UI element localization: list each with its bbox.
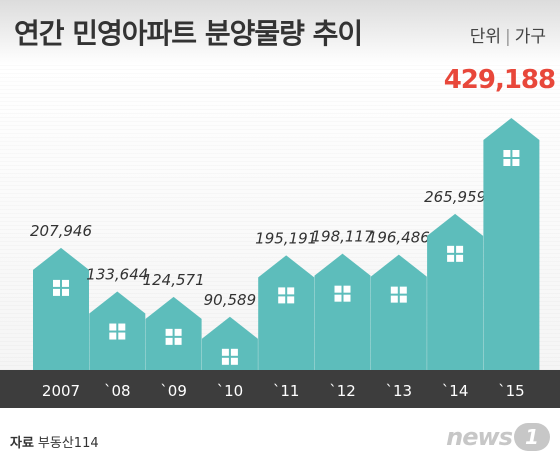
window-icon (174, 328, 182, 336)
window-icon (399, 286, 407, 294)
window-icon (447, 245, 455, 253)
window-icon (334, 285, 342, 293)
data-label: 429,188 (444, 65, 555, 95)
window-icon (503, 150, 511, 157)
window-icon (390, 286, 398, 294)
window-icon (118, 332, 126, 340)
bar-09 (145, 296, 202, 370)
news1-logo: news 1 (446, 423, 550, 451)
window-icon (109, 332, 117, 340)
window-icon (53, 288, 60, 296)
data-label: 265,959 (424, 188, 486, 206)
unit-note: 단위 | 가구 (470, 22, 546, 47)
logo-text: news (446, 423, 513, 451)
source-value: 부동산114 (37, 436, 99, 451)
window-icon (278, 287, 286, 295)
bar-14 (427, 213, 484, 370)
bar-11 (258, 255, 315, 370)
window-icon (456, 245, 464, 253)
window-icon (230, 357, 238, 365)
unit-separator: | (504, 27, 511, 47)
x-tick-label: `09 (160, 382, 187, 400)
x-tick-label: `14 (442, 382, 469, 400)
source-label: 자료 (10, 436, 34, 451)
x-tick-label: `15 (498, 382, 525, 400)
source-note: 자료 부동산114 (10, 432, 99, 451)
bar-12 (314, 253, 371, 370)
window-icon (165, 328, 173, 336)
window-icon (230, 348, 238, 356)
data-label: 90,589 (204, 291, 257, 309)
window-icon (503, 159, 511, 166)
x-tick-label: 2007 (42, 382, 80, 400)
header-background (0, 0, 560, 65)
logo-badge: 1 (514, 423, 550, 451)
x-tick-label: `12 (329, 382, 356, 400)
window-icon (390, 295, 398, 303)
window-icon (174, 337, 182, 345)
data-label: 198,117 (311, 228, 373, 246)
data-label: 133,644 (86, 266, 148, 284)
data-label: 195,191 (255, 229, 317, 247)
window-icon (118, 323, 126, 331)
bar-10 (201, 316, 258, 370)
x-tick-label: `10 (217, 382, 244, 400)
window-icon (287, 296, 295, 304)
bar-2007 (33, 247, 89, 370)
window-icon (456, 254, 464, 262)
bar-08 (89, 291, 146, 370)
window-icon (512, 150, 520, 157)
window-icon (447, 254, 455, 262)
window-icon (109, 323, 117, 331)
unit-label: 단위 (469, 27, 501, 47)
window-icon (343, 294, 351, 302)
data-label: 207,946 (30, 222, 92, 240)
x-tick-label: `13 (386, 382, 413, 400)
window-icon (399, 295, 407, 303)
window-icon (221, 348, 229, 356)
data-label: 196,486 (368, 229, 430, 247)
window-icon (221, 357, 229, 365)
x-axis-band (0, 370, 560, 408)
window-icon (278, 296, 286, 304)
window-icon (334, 294, 342, 302)
window-icon (512, 159, 520, 166)
chart-title: 연간 민영아파트 분양물량 추이 (14, 17, 363, 50)
bar-13 (370, 254, 427, 370)
window-icon (343, 285, 351, 293)
window-icon (62, 288, 69, 296)
window-icon (165, 337, 173, 345)
window-icon (53, 279, 60, 287)
bar-15 (483, 118, 540, 370)
x-tick-label: `08 (104, 382, 131, 400)
window-icon (62, 279, 69, 287)
unit-value: 가구 (514, 27, 546, 47)
x-tick-label: `11 (273, 382, 300, 400)
window-icon (287, 287, 295, 295)
data-label: 124,571 (143, 271, 205, 289)
